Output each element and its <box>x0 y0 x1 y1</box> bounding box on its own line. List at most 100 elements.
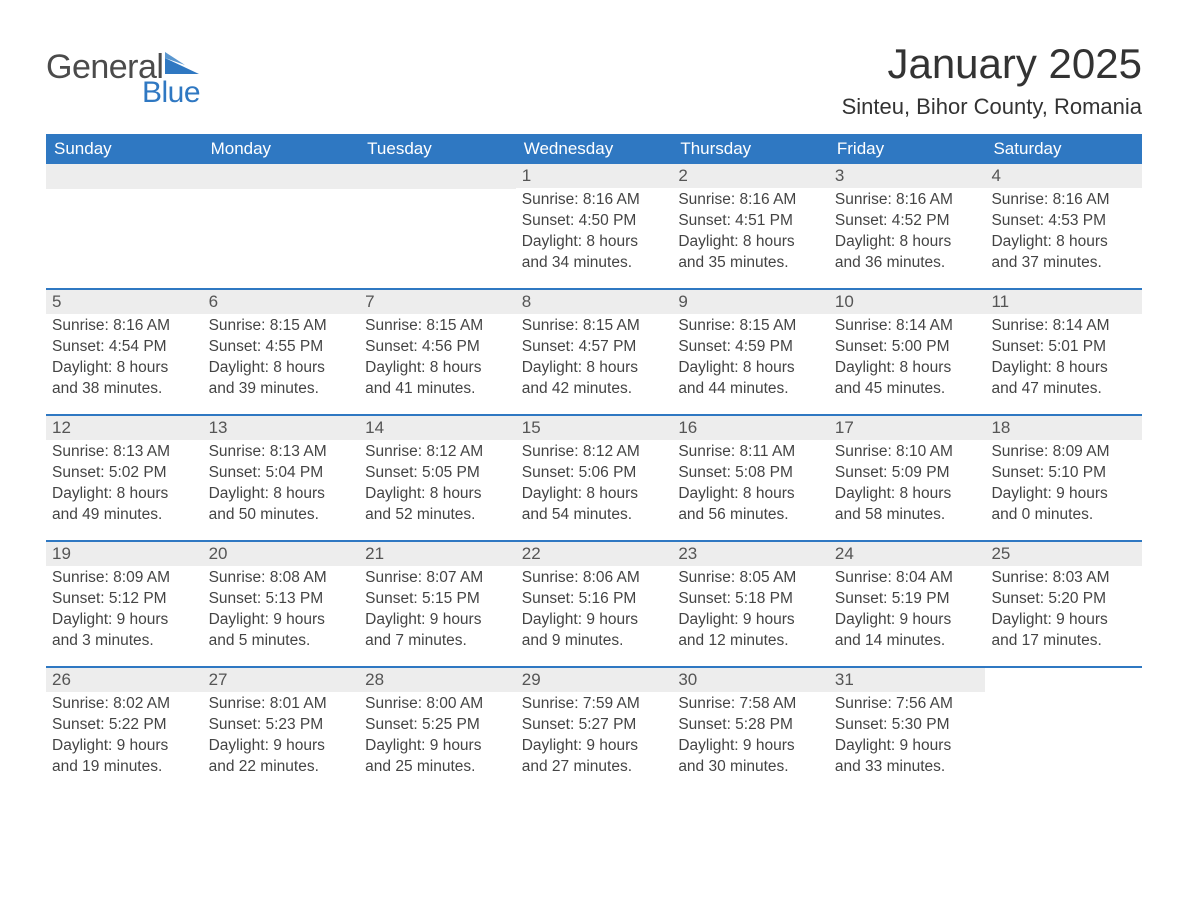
day-body: Sunrise: 8:07 AMSunset: 5:15 PMDaylight:… <box>359 566 516 660</box>
day-body: Sunrise: 8:06 AMSunset: 5:16 PMDaylight:… <box>516 566 673 660</box>
day-body: Sunrise: 8:16 AMSunset: 4:54 PMDaylight:… <box>46 314 203 408</box>
day-daylight2: and 45 minutes. <box>835 379 980 400</box>
day-sunrise: Sunrise: 8:16 AM <box>52 316 197 337</box>
day-number: 23 <box>672 542 829 566</box>
day-daylight1: Daylight: 9 hours <box>991 484 1136 505</box>
day-sunset: Sunset: 5:22 PM <box>52 715 197 736</box>
day-sunrise: Sunrise: 8:15 AM <box>209 316 354 337</box>
day-daylight1: Daylight: 8 hours <box>209 484 354 505</box>
day-cell: 28Sunrise: 8:00 AMSunset: 5:25 PMDayligh… <box>359 668 516 792</box>
day-number: 30 <box>672 668 829 692</box>
day-sunrise: Sunrise: 8:14 AM <box>991 316 1136 337</box>
day-cell: 26Sunrise: 8:02 AMSunset: 5:22 PMDayligh… <box>46 668 203 792</box>
day-number: 26 <box>46 668 203 692</box>
day-daylight2: and 22 minutes. <box>209 757 354 778</box>
day-sunrise: Sunrise: 8:08 AM <box>209 568 354 589</box>
day-daylight1: Daylight: 8 hours <box>365 484 510 505</box>
day-daylight1: Daylight: 8 hours <box>52 484 197 505</box>
day-sunset: Sunset: 5:30 PM <box>835 715 980 736</box>
logo-flag-icon <box>165 52 199 78</box>
day-sunrise: Sunrise: 8:12 AM <box>522 442 667 463</box>
day-daylight1: Daylight: 8 hours <box>678 232 823 253</box>
day-cell: 16Sunrise: 8:11 AMSunset: 5:08 PMDayligh… <box>672 416 829 540</box>
day-sunset: Sunset: 4:52 PM <box>835 211 980 232</box>
week-row: 5Sunrise: 8:16 AMSunset: 4:54 PMDaylight… <box>46 288 1142 414</box>
weekday-header: Tuesday <box>359 134 516 164</box>
logo-word-blue: Blue <box>142 76 200 110</box>
day-body: Sunrise: 8:01 AMSunset: 5:23 PMDaylight:… <box>203 692 360 786</box>
day-body: Sunrise: 8:02 AMSunset: 5:22 PMDaylight:… <box>46 692 203 786</box>
day-daylight2: and 34 minutes. <box>522 253 667 274</box>
day-sunset: Sunset: 5:08 PM <box>678 463 823 484</box>
day-cell: 6Sunrise: 8:15 AMSunset: 4:55 PMDaylight… <box>203 290 360 414</box>
day-cell: 18Sunrise: 8:09 AMSunset: 5:10 PMDayligh… <box>985 416 1142 540</box>
day-number: 8 <box>516 290 673 314</box>
day-cell: 27Sunrise: 8:01 AMSunset: 5:23 PMDayligh… <box>203 668 360 792</box>
day-sunset: Sunset: 5:20 PM <box>991 589 1136 610</box>
weekday-header: Wednesday <box>516 134 673 164</box>
day-daylight1: Daylight: 8 hours <box>678 358 823 379</box>
day-sunset: Sunset: 5:13 PM <box>209 589 354 610</box>
day-number: 24 <box>829 542 986 566</box>
day-number: 3 <box>829 164 986 188</box>
day-sunrise: Sunrise: 8:09 AM <box>991 442 1136 463</box>
day-sunset: Sunset: 4:55 PM <box>209 337 354 358</box>
day-sunset: Sunset: 4:51 PM <box>678 211 823 232</box>
week-row: 26Sunrise: 8:02 AMSunset: 5:22 PMDayligh… <box>46 666 1142 792</box>
day-daylight1: Daylight: 8 hours <box>209 358 354 379</box>
day-body: Sunrise: 8:15 AMSunset: 4:59 PMDaylight:… <box>672 314 829 408</box>
day-sunrise: Sunrise: 8:11 AM <box>678 442 823 463</box>
day-daylight2: and 50 minutes. <box>209 505 354 526</box>
day-sunset: Sunset: 5:12 PM <box>52 589 197 610</box>
day-sunset: Sunset: 4:50 PM <box>522 211 667 232</box>
day-sunset: Sunset: 5:16 PM <box>522 589 667 610</box>
month-title: January 2025 <box>842 40 1142 88</box>
day-number: 11 <box>985 290 1142 314</box>
day-sunrise: Sunrise: 8:14 AM <box>835 316 980 337</box>
day-cell: 29Sunrise: 7:59 AMSunset: 5:27 PMDayligh… <box>516 668 673 792</box>
day-body: Sunrise: 8:08 AMSunset: 5:13 PMDaylight:… <box>203 566 360 660</box>
day-sunset: Sunset: 5:04 PM <box>209 463 354 484</box>
day-daylight2: and 9 minutes. <box>522 631 667 652</box>
day-cell: 4Sunrise: 8:16 AMSunset: 4:53 PMDaylight… <box>985 164 1142 288</box>
day-number <box>46 164 203 189</box>
day-cell: 2Sunrise: 8:16 AMSunset: 4:51 PMDaylight… <box>672 164 829 288</box>
day-body: Sunrise: 8:13 AMSunset: 5:02 PMDaylight:… <box>46 440 203 534</box>
day-cell <box>46 164 203 288</box>
day-number: 22 <box>516 542 673 566</box>
day-body: Sunrise: 7:58 AMSunset: 5:28 PMDaylight:… <box>672 692 829 786</box>
weeks-container: 1Sunrise: 8:16 AMSunset: 4:50 PMDaylight… <box>46 164 1142 792</box>
day-daylight1: Daylight: 9 hours <box>835 736 980 757</box>
day-daylight2: and 44 minutes. <box>678 379 823 400</box>
day-number: 18 <box>985 416 1142 440</box>
day-sunset: Sunset: 5:00 PM <box>835 337 980 358</box>
day-cell: 1Sunrise: 8:16 AMSunset: 4:50 PMDaylight… <box>516 164 673 288</box>
day-daylight1: Daylight: 8 hours <box>991 232 1136 253</box>
location: Sinteu, Bihor County, Romania <box>842 94 1142 120</box>
day-sunrise: Sunrise: 8:16 AM <box>991 190 1136 211</box>
weekday-header: Friday <box>829 134 986 164</box>
day-sunrise: Sunrise: 8:15 AM <box>522 316 667 337</box>
day-daylight1: Daylight: 8 hours <box>52 358 197 379</box>
day-daylight2: and 39 minutes. <box>209 379 354 400</box>
day-daylight2: and 56 minutes. <box>678 505 823 526</box>
day-sunrise: Sunrise: 8:04 AM <box>835 568 980 589</box>
day-daylight2: and 12 minutes. <box>678 631 823 652</box>
day-body: Sunrise: 8:13 AMSunset: 5:04 PMDaylight:… <box>203 440 360 534</box>
calendar: Sunday Monday Tuesday Wednesday Thursday… <box>46 134 1142 792</box>
day-daylight1: Daylight: 9 hours <box>522 610 667 631</box>
day-sunrise: Sunrise: 8:13 AM <box>209 442 354 463</box>
day-daylight1: Daylight: 8 hours <box>522 484 667 505</box>
weekday-header: Monday <box>203 134 360 164</box>
day-number: 13 <box>203 416 360 440</box>
day-daylight2: and 36 minutes. <box>835 253 980 274</box>
day-body: Sunrise: 8:11 AMSunset: 5:08 PMDaylight:… <box>672 440 829 534</box>
header: General Blue January 2025 Sinteu, Bihor … <box>46 40 1142 130</box>
day-body: Sunrise: 8:12 AMSunset: 5:05 PMDaylight:… <box>359 440 516 534</box>
day-daylight1: Daylight: 9 hours <box>209 610 354 631</box>
day-sunrise: Sunrise: 8:12 AM <box>365 442 510 463</box>
day-daylight2: and 49 minutes. <box>52 505 197 526</box>
day-body: Sunrise: 8:15 AMSunset: 4:57 PMDaylight:… <box>516 314 673 408</box>
day-sunrise: Sunrise: 8:16 AM <box>678 190 823 211</box>
day-number: 2 <box>672 164 829 188</box>
